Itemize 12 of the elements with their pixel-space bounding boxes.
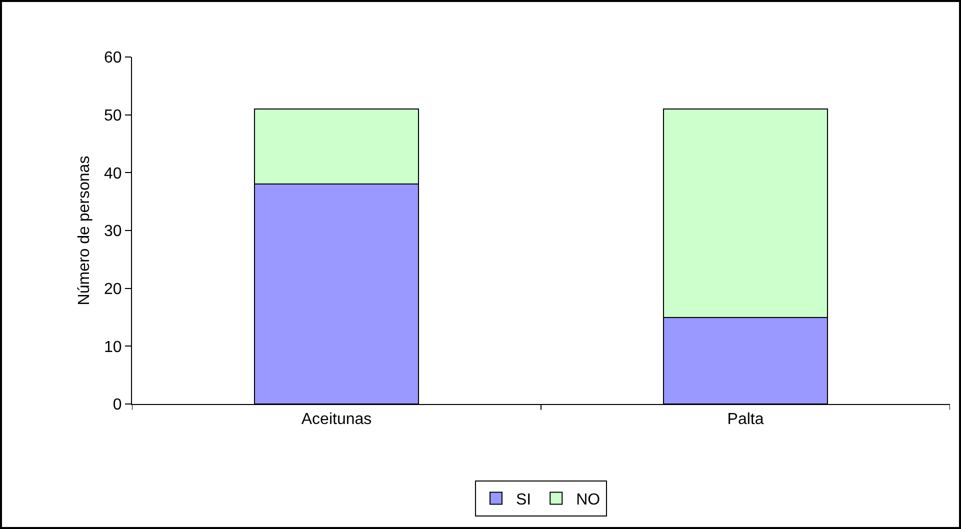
- y-tick-label: 60: [104, 50, 122, 67]
- y-tick-label: 0: [112, 396, 122, 414]
- y-tick-label: 20: [104, 280, 122, 298]
- y-tick-label: 30: [104, 223, 122, 240]
- y-tick-label: 10: [104, 338, 122, 356]
- y-tick-label: 40: [104, 165, 122, 182]
- legend-label: NO: [576, 491, 600, 508]
- x-tick-label: Palta: [727, 411, 764, 428]
- y-tick-label: 50: [104, 107, 122, 124]
- legend-label: SI: [516, 491, 532, 508]
- x-tick-label: Aceitunas: [301, 411, 372, 428]
- y-axis-title: Número de personas: [76, 156, 93, 306]
